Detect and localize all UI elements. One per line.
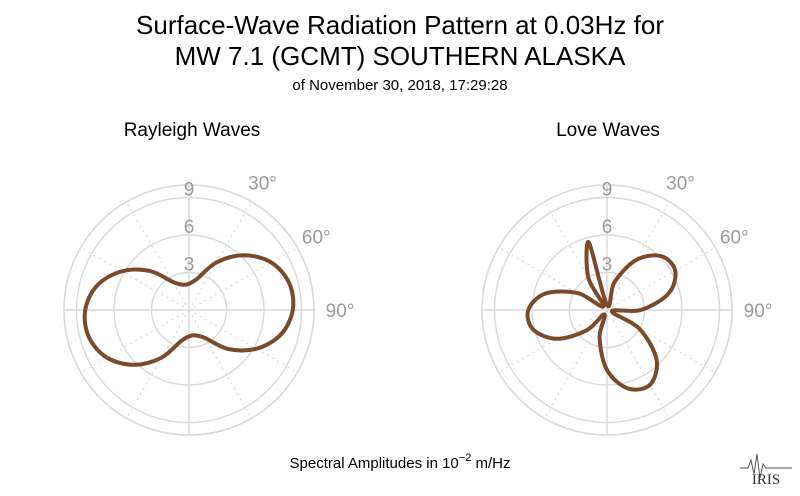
rayleigh-radiation-pattern-line (82, 253, 296, 367)
chart-title-line-1: Surface-Wave Radiation Pattern at 0.03Hz… (136, 10, 664, 40)
love-angle-tick-label: 60° (720, 228, 749, 249)
units-base: 10 (442, 455, 459, 472)
rayleigh-r-tick-label: 9 (184, 180, 195, 201)
love-radiation-pattern-line (525, 240, 678, 392)
love-panel-title: Love Waves (556, 120, 660, 141)
chart-subtitle: of November 30, 2018, 17:29:28 (292, 77, 508, 94)
love-r-tick-label: 9 (602, 180, 613, 201)
rayleigh-ring-gridline (150, 271, 228, 349)
amplitude-units-label: Spectral Amplitudes in 10−2 m/Hz (0, 452, 800, 472)
rayleigh-panel-title: Rayleigh Waves (123, 120, 261, 141)
rayleigh-radial-gridline (80, 246, 190, 311)
love-radial-gridline (498, 309, 608, 374)
units-exponent: −2 (458, 452, 472, 464)
love-r-tick-label: 6 (602, 217, 613, 238)
love-ring-gridline (493, 196, 721, 424)
rayleigh-angle-tick-label: 30° (248, 174, 277, 195)
rayleigh-radial-gridline (188, 309, 253, 419)
chart-title: Surface-Wave Radiation Pattern at 0.03Hz… (0, 10, 800, 72)
rayleigh-r-tick-label: 6 (184, 217, 195, 238)
units-prefix: Spectral Amplitudes in (289, 455, 443, 472)
rayleigh-radial-gridline (188, 309, 298, 374)
iris-logo-icon: IRIS (740, 453, 792, 488)
rayleigh-ring-gridline (113, 234, 265, 386)
chart-title-line-2: MW 7.1 (GCMT) SOUTHERN ALASKA (174, 41, 626, 71)
rayleigh-angle-tick-label: 90° (326, 301, 355, 322)
love-angle-tick-label: 90° (744, 301, 773, 322)
rayleigh-radial-gridline (125, 201, 190, 311)
love-ring-gridline (531, 234, 683, 386)
love-r-tick-label: 3 (602, 255, 613, 276)
rayleigh-ring-gridline (75, 196, 303, 424)
rayleigh-r-tick-label: 3 (184, 255, 195, 276)
units-suffix: m/Hz (471, 455, 511, 472)
love-angle-tick-label: 30° (666, 174, 695, 195)
rayleigh-outer-ring (63, 184, 315, 436)
logo-text: IRIS (752, 472, 780, 488)
rayleigh-angle-tick-label: 60° (302, 228, 331, 249)
love-radial-gridline (543, 309, 608, 419)
love-outer-ring (481, 184, 733, 436)
